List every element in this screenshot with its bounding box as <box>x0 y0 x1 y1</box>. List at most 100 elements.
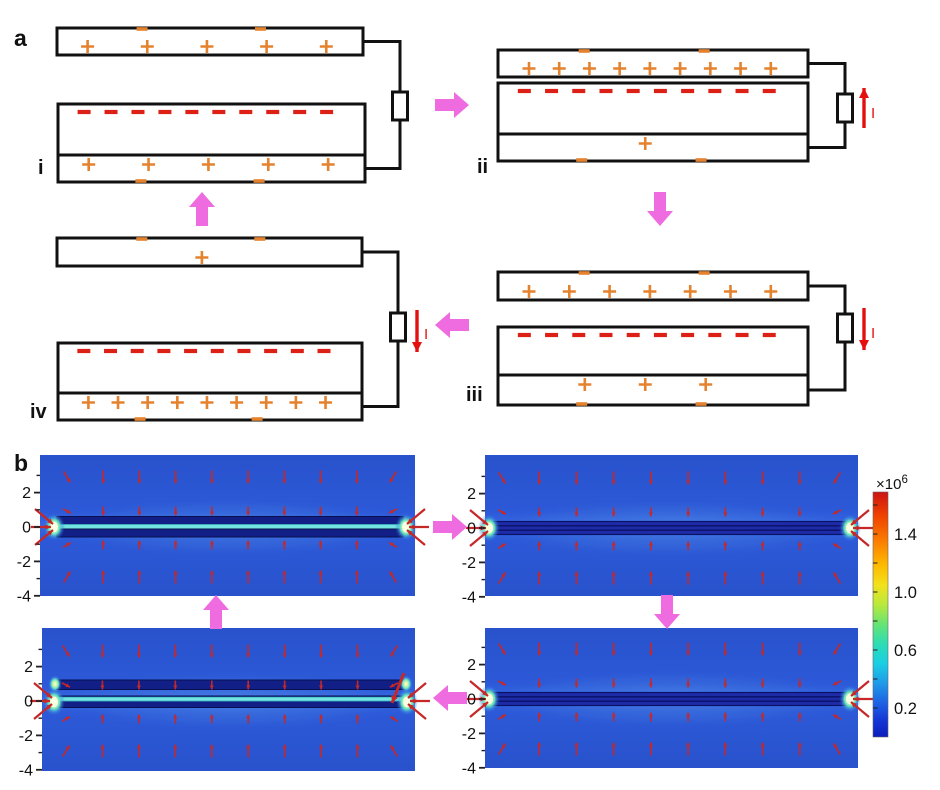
field-arrow <box>389 745 399 757</box>
tribo-minus-charge <box>681 88 695 94</box>
field-arrow <box>173 470 178 484</box>
plus-charge <box>673 62 687 75</box>
panel-b-label: b <box>14 450 28 476</box>
resistor <box>389 311 407 343</box>
field-arrow <box>853 525 873 531</box>
field-arrow <box>723 471 728 485</box>
field-arrow <box>319 744 324 758</box>
field-arrow <box>723 541 728 551</box>
y-axis: 2 0 -2 -4 <box>17 474 40 605</box>
current-label: I <box>424 326 428 343</box>
field-arrow <box>355 714 360 724</box>
tip-field-arrows <box>30 672 430 720</box>
tribo-minus-charge <box>572 332 586 338</box>
field-arrow <box>319 680 324 690</box>
field-arrow <box>62 541 72 549</box>
field-arrow <box>574 507 579 517</box>
cycle-arrow-right <box>433 514 467 540</box>
tribo-minus-charge <box>239 109 253 115</box>
tribo-minus-charge <box>599 332 613 338</box>
field-arrow <box>246 714 251 724</box>
field-arrow <box>101 506 106 516</box>
minus-charge <box>253 179 265 183</box>
sim-plate <box>56 516 404 525</box>
field-arrow <box>173 570 178 584</box>
field-arrow <box>354 570 359 584</box>
field-arrow <box>686 642 691 656</box>
field-arrow <box>850 530 870 547</box>
tribo-minus-charge <box>320 109 334 115</box>
field-arrow <box>410 698 430 704</box>
plus-charge <box>111 396 125 409</box>
y-tick-label: -2 <box>19 728 33 745</box>
dielectric-film <box>496 81 810 136</box>
field-arrow <box>574 541 579 551</box>
y-tick-label: 0 <box>467 521 476 538</box>
y-tick-label: -4 <box>462 589 476 606</box>
state-iii: iii I <box>466 270 875 407</box>
plus-charge <box>552 62 566 75</box>
minus-charge <box>576 402 588 406</box>
field-arrow <box>537 642 542 656</box>
tribo-minus-charge <box>131 109 145 115</box>
plus-charge <box>613 62 627 75</box>
dielectric-film <box>56 341 364 395</box>
field-arrow <box>797 642 802 656</box>
tribo-minus-charge <box>517 332 531 338</box>
plus-charge <box>260 40 274 53</box>
panel-a-label: a <box>14 25 27 51</box>
charges <box>517 271 778 406</box>
cycle-arrow-up <box>203 595 229 629</box>
field-arrow <box>406 508 426 525</box>
y-tick-label: -4 <box>17 588 31 605</box>
y-tick-label: 2 <box>467 486 476 503</box>
field-arrow <box>648 541 653 551</box>
field-arrow <box>407 682 427 699</box>
plus-charge <box>319 396 333 409</box>
minus-charge <box>698 49 710 53</box>
field-arrow <box>407 703 427 720</box>
field-arrow <box>832 572 842 584</box>
plus-charge <box>522 285 536 298</box>
plus-charge <box>582 62 596 75</box>
plus-charge <box>522 62 536 75</box>
field-arrow <box>760 541 765 551</box>
field-arrow <box>282 506 287 516</box>
field-arrow <box>648 571 653 585</box>
tribo-minus-charge <box>130 348 144 354</box>
tribo-minus-charge <box>104 348 118 354</box>
field-arrow <box>282 714 287 724</box>
state-label: i <box>38 157 44 179</box>
field-arrow <box>832 472 842 484</box>
charges <box>77 27 335 183</box>
top-electrode-plate <box>55 236 364 268</box>
field-arrow <box>355 644 360 658</box>
field-arrow <box>574 712 579 722</box>
dielectric-film <box>56 102 367 157</box>
field-arrow <box>537 571 542 585</box>
field-arrow <box>686 742 691 756</box>
tribo-minus-charge <box>708 88 722 94</box>
field-arrow <box>648 678 653 688</box>
y-axis: 2 0 -2 -4 <box>462 646 485 777</box>
field-arrow <box>136 714 141 724</box>
y-tick-label: 2 <box>22 485 31 502</box>
field-arrow <box>209 470 214 484</box>
tribo-minus-charge <box>626 332 640 338</box>
tribo-minus-charge <box>317 348 331 354</box>
minus-charge <box>136 237 148 241</box>
field-arrow <box>136 644 141 658</box>
field-arrow <box>648 742 653 756</box>
field-arrow <box>832 542 842 550</box>
field-arrow <box>723 712 728 722</box>
minus-charge <box>134 417 146 421</box>
state-ii: ii I <box>477 48 875 178</box>
minus-charge <box>254 27 266 31</box>
tribo-minus-charge <box>77 109 91 115</box>
colorbar-tick-label: 0.2 <box>894 700 917 718</box>
plus-charge <box>142 158 156 171</box>
field-arrow <box>611 742 616 756</box>
cycle-arrow-left <box>435 312 469 338</box>
sim-plate <box>491 691 848 707</box>
